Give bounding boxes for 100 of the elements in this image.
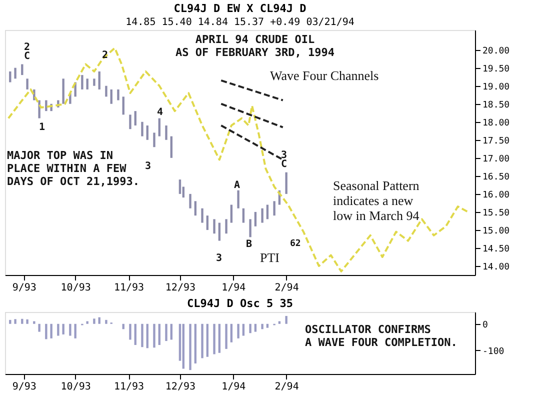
bar [158, 324, 160, 345]
bar [69, 324, 72, 336]
y-tick-label: 18.00 [482, 118, 510, 128]
bar [189, 194, 192, 208]
annotation: 1 [38, 122, 46, 133]
y-tick-label: 17.00 [482, 154, 510, 164]
bar [14, 68, 16, 79]
annotation: A [234, 180, 240, 191]
bar [86, 78, 88, 90]
bar [9, 320, 12, 324]
y-tick-label: -100 [482, 346, 504, 357]
bar [285, 172, 288, 194]
bar [117, 89, 120, 100]
bar [273, 201, 276, 216]
x-tick-label: 2/94 [274, 382, 299, 392]
x-tick-label: 1/94 [222, 382, 246, 392]
x-tick-label: 11/93 [114, 282, 144, 294]
bar [129, 324, 132, 340]
annotation: C [280, 159, 288, 170]
bar [254, 324, 257, 332]
bar [218, 324, 221, 353]
annotation: Seasonal Pattern indicates a new low in March 94 [333, 178, 420, 223]
bar [62, 78, 64, 104]
annotation: 2 [24, 42, 30, 53]
bar [266, 204, 269, 220]
bar [158, 118, 160, 136]
bar [213, 219, 216, 234]
bar [141, 324, 144, 348]
y-tick-label: 16.50 [482, 172, 510, 182]
bar [230, 324, 233, 342]
bar [225, 324, 228, 349]
y-tick-label: 20.00 [482, 46, 510, 56]
bar [201, 324, 204, 358]
bar [206, 324, 209, 357]
bar [134, 111, 136, 126]
bar [50, 324, 52, 338]
bar [285, 316, 288, 324]
bar [266, 324, 269, 328]
y-tick-label: 16.00 [482, 190, 510, 200]
bar [206, 216, 209, 230]
bar [98, 71, 100, 90]
y-tick-label: 18.50 [482, 100, 510, 110]
bar [21, 64, 24, 76]
bar [26, 319, 28, 324]
bar [105, 320, 108, 324]
bar [74, 324, 76, 338]
bar [194, 324, 196, 364]
bar [57, 324, 60, 336]
bar [165, 324, 168, 342]
bar [254, 212, 257, 226]
annotation: B [246, 239, 252, 250]
bar [146, 324, 148, 348]
y-tick-label: 15.50 [482, 208, 510, 218]
x-tick-label: 12/93 [165, 382, 196, 392]
y-tick-label: 17.50 [482, 136, 510, 146]
bar [178, 180, 182, 194]
bar [249, 324, 252, 334]
chart-title: CL94J D EW X CL94J D [174, 2, 307, 15]
bar [237, 190, 240, 208]
bar [38, 324, 40, 332]
x-tick-label: 11/93 [114, 382, 144, 392]
bar [153, 132, 156, 148]
x-tick-label: 2/94 [274, 282, 299, 294]
y-tick-label: 15.00 [482, 226, 510, 236]
bar [129, 114, 132, 130]
bar [261, 324, 264, 330]
bar [98, 317, 100, 324]
annotation: 3 [216, 253, 222, 264]
bar [81, 75, 84, 90]
annotation: 3 [144, 161, 152, 172]
bar [141, 122, 144, 136]
x-tick-label: 9/93 [12, 282, 36, 294]
x-tick-label: 12/93 [165, 282, 196, 294]
bar [230, 204, 233, 223]
bar [261, 208, 264, 223]
annotation: OSCILLATOR CONFIRMS A WAVE FOUR COMPLETION. [305, 323, 458, 349]
y-tick-label: 19.00 [482, 82, 510, 92]
annotation: C [24, 51, 30, 62]
y-tick-label: 0 [482, 320, 488, 330]
annotation: 3 [280, 150, 288, 161]
bar [218, 222, 221, 241]
bar [194, 201, 196, 216]
bar [105, 86, 108, 97]
annotation: Wave Four Channels [270, 68, 379, 83]
bar [189, 324, 192, 370]
bar [242, 208, 245, 223]
bar [225, 219, 228, 234]
bar [33, 321, 36, 324]
bar [14, 319, 16, 324]
y-tick-label: 14.00 [482, 262, 510, 272]
bar [153, 324, 156, 348]
x-tick-label: 1/94 [222, 282, 246, 294]
x-tick-label: 9/93 [12, 382, 36, 392]
bar [93, 318, 96, 324]
bar [26, 78, 28, 90]
chart-subtitle: 14.85 15.40 14.84 15.37 +0.49 03/21/94 [126, 17, 354, 28]
annotation: 62 [290, 239, 301, 249]
bar [213, 324, 216, 354]
annotation: 4 [156, 107, 164, 118]
bar [86, 321, 88, 324]
